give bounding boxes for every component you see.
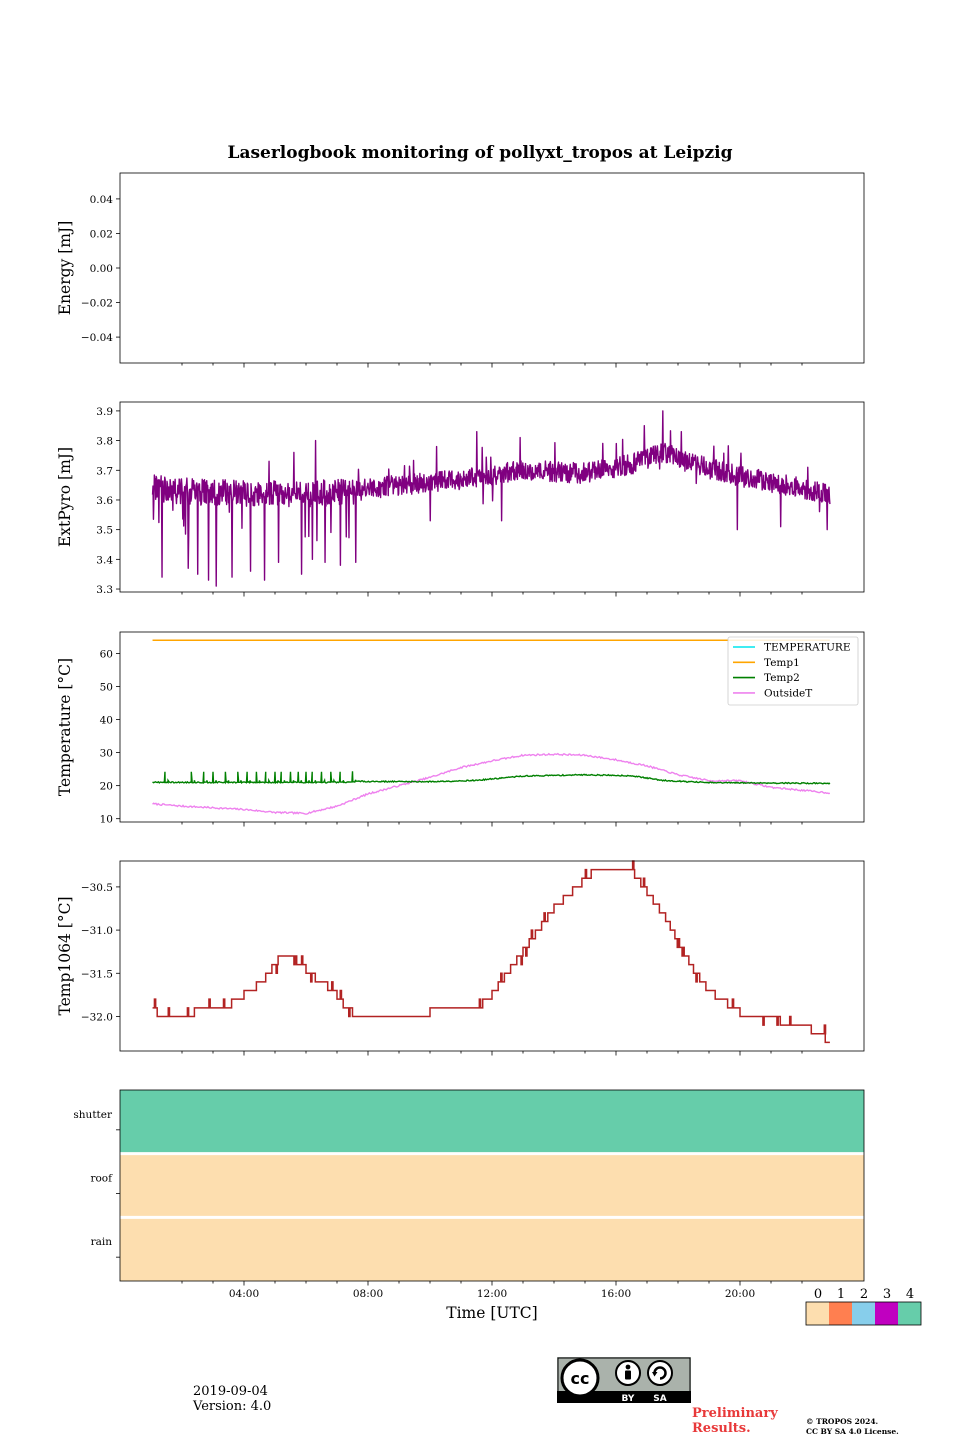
y-axis-label-temp1064: Temp1064 [°C] (56, 896, 74, 1015)
status-band-rain (120, 1217, 864, 1281)
colorbar-tick-label: 4 (906, 1287, 914, 1302)
copyright-line-2: CC BY SA 4.0 License. (806, 1427, 899, 1436)
x-axis-status: 04:00 08:00 12:00 16:00 20:00 (181, 1281, 803, 1300)
y-tick-label-extpyro: 3.8 (96, 436, 113, 448)
y-axis-label-extpyro: ExtPyro [mJ] (56, 447, 74, 547)
figure-title: Laserlogbook monitoring of pollyxt_tropo… (227, 143, 732, 163)
colorbar-swatch-1 (829, 1302, 852, 1325)
status-row-label-roof: roof (90, 1173, 113, 1185)
y-tick-label-energy: −0.04 (81, 332, 113, 344)
x-axis-temperature (181, 822, 803, 827)
y-axis-energy: −0.04 −0.02 0.00 0.02 0.04 Energy [mJ] (56, 194, 120, 344)
legend-label-temp1: Temp1 (764, 657, 800, 669)
y-tick-label-temp1064: −31.0 (81, 925, 113, 937)
x-tick-label: 16:00 (601, 1288, 631, 1300)
y-tick-label-energy: 0.00 (90, 263, 113, 275)
y-tick-label-extpyro: 3.5 (96, 525, 113, 537)
colorbar-swatch-0 (806, 1302, 829, 1325)
version-label: Version: 4.0 (193, 1399, 272, 1414)
y-tick-label-extpyro: 3.4 (96, 554, 113, 566)
y-tick-label-energy: −0.02 (81, 298, 113, 310)
colorbar-tick-label: 1 (837, 1287, 845, 1302)
colorbar-swatch-2 (852, 1302, 875, 1325)
legend-temperature: TEMPERATURE Temp1 Temp2 OutsideT (727, 636, 859, 706)
colorbar-tick-label: 2 (860, 1287, 868, 1302)
series-temp2-line (152, 771, 831, 785)
y-tick-label-extpyro: 3.9 (96, 406, 113, 418)
y-tick-label-temperature: 50 (100, 682, 113, 694)
copyright-line-1: © TROPOS 2024. (806, 1417, 879, 1426)
y-tick-label-temp1064: −30.5 (81, 882, 113, 894)
x-tick-label: 04:00 (229, 1288, 259, 1300)
series-extpyro-line (151, 410, 831, 587)
y-tick-label-temperature: 60 (100, 648, 113, 660)
date-label: 2019-09-04 (193, 1384, 268, 1399)
series-temp1064-line (152, 860, 830, 1044)
y-axis-label-temperature: Temperature [°C] (56, 658, 74, 796)
colorbar-tick-label: 0 (814, 1287, 822, 1302)
svg-text:cc: cc (571, 1369, 590, 1388)
copyright-block: © TROPOS 2024. CC BY SA 4.0 License. (806, 1417, 899, 1437)
status-row-label-rain: rain (91, 1236, 113, 1248)
x-axis-extpyro (181, 592, 803, 597)
y-axis-extpyro: 3.3 3.4 3.5 3.6 3.7 3.8 3.9 ExtPyro [mJ] (56, 406, 120, 596)
cc-sa-text: SA (653, 1394, 666, 1403)
y-tick-label-temperature: 30 (100, 748, 113, 760)
status-row-label-shutter: shutter (73, 1109, 113, 1121)
status-band-shutter (120, 1090, 864, 1154)
y-tick-label-temperature: 10 (100, 814, 113, 826)
y-tick-label-energy: 0.02 (90, 228, 113, 240)
date-version-block: 2019-09-04 Version: 4.0 (193, 1384, 271, 1414)
colorbar-frame (805, 1301, 922, 1326)
cc-by-sa-logo-icon: cc BY SA (557, 1357, 691, 1403)
colorbar-swatch-4 (898, 1302, 921, 1325)
preliminary-label: Preliminary Results. (692, 1406, 792, 1436)
x-axis-temp1064 (181, 1051, 803, 1056)
legend-label-temp2: Temp2 (764, 672, 800, 684)
y-tick-label-temperature: 20 (100, 781, 113, 793)
y-axis-label-energy: Energy [mJ] (56, 221, 74, 316)
y-tick-label-extpyro: 3.3 (96, 584, 113, 596)
y-tick-label-temperature: 40 (100, 715, 113, 727)
colorbar-tick-label: 3 (883, 1287, 891, 1302)
legend-box (727, 636, 859, 706)
preliminary-text: Preliminary Results. (692, 1406, 778, 1436)
x-axis-label: Time [UTC] (446, 1304, 537, 1322)
legend-label-outsidet: OutsideT (764, 687, 812, 699)
x-tick-label: 12:00 (477, 1288, 507, 1300)
cc-by-text: BY (622, 1394, 635, 1403)
y-tick-label-temp1064: −32.0 (81, 1011, 113, 1023)
y-tick-label-energy: 0.04 (90, 194, 114, 206)
x-tick-label: 20:00 (725, 1288, 755, 1300)
status-band-roof (120, 1153, 864, 1218)
x-axis-energy (181, 363, 803, 368)
y-tick-label-temp1064: −31.5 (81, 968, 113, 980)
y-tick-label-extpyro: 3.7 (96, 465, 113, 477)
y-tick-label-extpyro: 3.6 (96, 495, 113, 507)
y-axis-temperature: 10 20 30 40 50 60 Temperature [°C] (56, 648, 120, 826)
x-tick-label: 08:00 (353, 1288, 383, 1300)
y-axis-temp1064: −32.0 −31.5 −31.0 −30.5 Temp1064 [°C] (56, 882, 120, 1023)
legend-label-temperature: TEMPERATURE (764, 642, 851, 654)
series-outsidet-line (152, 752, 831, 815)
colorbar-swatch-3 (875, 1302, 898, 1325)
